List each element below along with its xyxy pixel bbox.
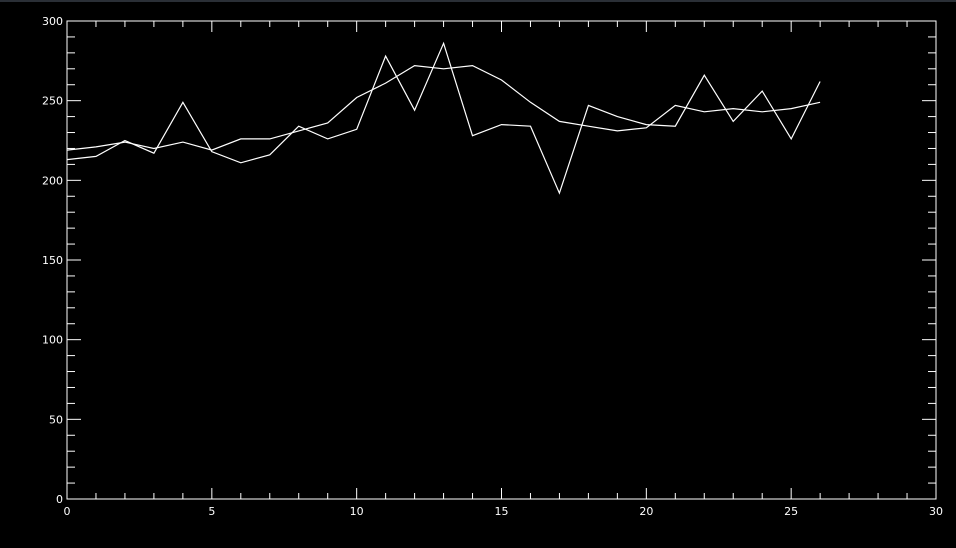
top-border-strip: [0, 0, 956, 2]
y-tick-label: 300: [42, 15, 63, 28]
y-tick-label: 150: [42, 254, 63, 267]
y-tick-label: 0: [56, 493, 63, 506]
axis-ticks: [66, 20, 937, 500]
x-tick-label: 30: [929, 505, 943, 518]
y-tick-label: 250: [42, 95, 63, 108]
series-line-2: [66, 64, 821, 151]
y-tick-label: 50: [49, 413, 63, 426]
x-tick-label: 20: [639, 505, 653, 518]
x-tick-label: 15: [495, 505, 509, 518]
y-tick-label: 100: [42, 334, 63, 347]
y-tick-label: 200: [42, 174, 63, 187]
series-line-1: [66, 41, 821, 195]
x-tick-label: 10: [350, 505, 364, 518]
x-tick-label: 5: [208, 505, 215, 518]
x-tick-label: 25: [784, 505, 798, 518]
x-tick-label: 0: [64, 505, 71, 518]
series-layer: [66, 41, 821, 195]
